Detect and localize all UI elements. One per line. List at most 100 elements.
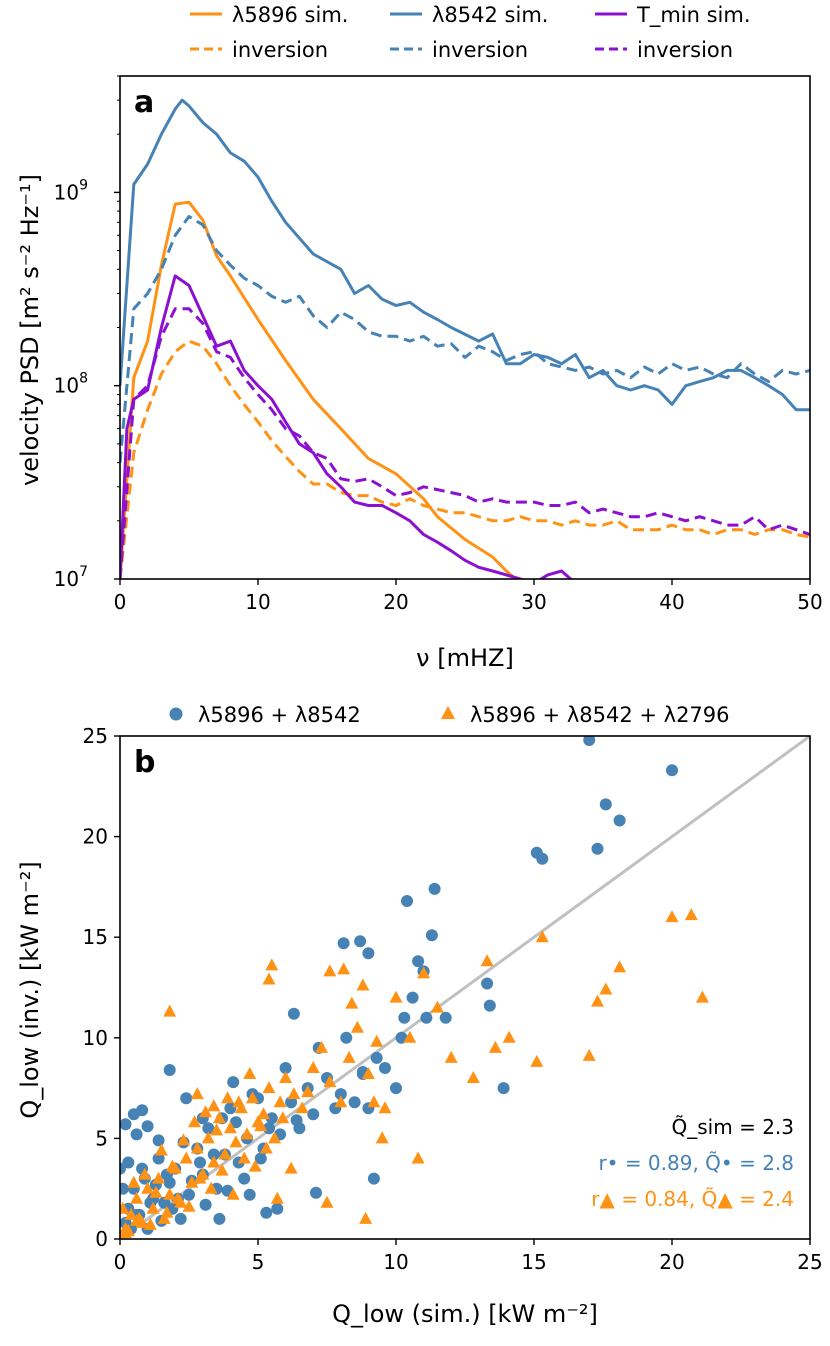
scatter-point-circle (227, 1076, 240, 1089)
legend-a-label-5: inversion (637, 38, 733, 62)
scatter-point-circle (307, 1108, 320, 1121)
scatter-point-triangle (143, 1217, 157, 1230)
x-tick-label-b-3: 15 (521, 1250, 546, 1274)
scatter-point-circle (152, 1134, 165, 1147)
scatter-point-circle (613, 814, 626, 827)
scatter-point-circle (334, 1088, 347, 1101)
scatter-point-triangle (323, 1075, 337, 1088)
series-line-a-4 (120, 274, 573, 579)
scatter-point-triangle (359, 1211, 373, 1224)
scatter-point-circle (180, 1092, 193, 1105)
scatter-point-circle (260, 1206, 273, 1219)
scatter-point-triangle (124, 1207, 138, 1220)
y-axis-label-b: Q_low (inv.) [kW m⁻²] (16, 861, 44, 1118)
scatter-point-circle (337, 937, 350, 950)
scatter-point-circle (287, 1007, 300, 1020)
legend-a-label-1: inversion (232, 38, 328, 62)
y-tick-label-b-2: 10 (83, 1026, 108, 1050)
scatter-point-triangle (301, 1085, 315, 1098)
scatter-point-triangle (243, 1067, 257, 1079)
scatter-point-triangle (240, 1127, 254, 1140)
scatter-point-circle (279, 1062, 292, 1074)
scatter-point-circle (285, 1096, 298, 1109)
scatter-point-circle (174, 1212, 187, 1225)
legend-b-label-1: λ5896 + λ8542 + λ2796 (470, 703, 730, 727)
scatter-point-triangle (323, 964, 337, 977)
x-tick-label-b-2: 10 (383, 1250, 408, 1274)
scatter-point-triangle (229, 1135, 243, 1148)
scatter-point-circle (412, 955, 425, 968)
y-tick-label-b-0: 0 (95, 1227, 108, 1251)
scatter-point-triangle (207, 1155, 221, 1168)
scatter-point-circle (348, 1096, 361, 1109)
axes-frame-b (119, 735, 811, 1240)
scatter-point-triangle (223, 1121, 237, 1134)
x-tick-label-a-3: 30 (521, 590, 546, 614)
scatter-point-triangle (177, 1133, 190, 1146)
annotation-b-2: r▲ = 0.84, Q̃▲ = 2.4 (591, 1187, 794, 1211)
scatter-point-triangle (444, 1050, 458, 1063)
scatter-point-triangle (221, 1091, 235, 1104)
scatter-point-triangle (350, 1020, 364, 1033)
scatter-point-circle (290, 1114, 303, 1127)
annotation-b-0: Q̃_sim = 2.3 (672, 1115, 794, 1139)
scatter-point-triangle (190, 1087, 204, 1100)
scatter-point-circle (122, 1156, 135, 1169)
x-tick-label-a-0: 0 (114, 590, 127, 614)
scatter-point-triangle (188, 1115, 201, 1128)
scatter-point-circle (370, 1051, 383, 1064)
scatter-point-circle (536, 852, 549, 865)
scatter-point-triangle (193, 1171, 207, 1184)
scatter-point-triangle (315, 1040, 328, 1053)
scatter-point-triangle (138, 1167, 152, 1180)
panel-label-b: b (134, 745, 155, 780)
scatter-point-triangle (356, 978, 370, 991)
scatter-point-triangle (207, 1099, 221, 1112)
scatter-point-triangle (582, 1048, 596, 1061)
scatter-point-triangle (273, 1095, 287, 1108)
x-tick-label-a-4: 40 (659, 590, 684, 614)
scatter-point-triangle (262, 1081, 276, 1094)
legend-a: λ5896 sim. inversion λ8542 sim. inversion T_… (190, 3, 751, 62)
scatter-point-triangle (334, 1095, 348, 1108)
scatter-point-triangle (665, 910, 679, 923)
scatter-point-triangle (185, 1175, 199, 1188)
scatter-point-triangle (480, 954, 494, 967)
scatter-point-triangle (248, 1159, 262, 1172)
scatter-point-triangle (212, 1111, 226, 1124)
x-tick-label-a-5: 50 (797, 590, 822, 614)
scatter-point-circle (120, 1118, 132, 1131)
panel-label-a: a (134, 85, 154, 120)
scatter-point-triangle (684, 908, 698, 921)
x-axis-label-b: Q_low (sim.) [kW m⁻²] (332, 1300, 598, 1328)
scatter-point-triangle (265, 958, 279, 971)
scatter-point-triangle (466, 1071, 480, 1083)
x-tick-label-a-2: 20 (383, 590, 408, 614)
scatter-point-triangle (345, 996, 359, 1009)
series-line-a-1 (120, 339, 810, 579)
scatter-point-triangle (146, 1201, 160, 1214)
scatter-point-circle (406, 991, 419, 1004)
scatter-point-circle (666, 764, 678, 777)
scatter-point-triangle (599, 982, 613, 995)
scatter-point-circle (213, 1212, 226, 1225)
x-tick-label-b-0: 0 (114, 1250, 127, 1274)
y-axis-label-a: velocity PSD [m² s⁻² Hz⁻¹] (16, 174, 44, 486)
scatter-point-circle (310, 1186, 322, 1199)
scatter-point-triangle (130, 1191, 144, 1204)
scatter-point-triangle (403, 1030, 417, 1043)
scatter-point-triangle (370, 1034, 384, 1047)
scatter-point-triangle (163, 1004, 177, 1017)
scatter-point-triangle (287, 1087, 301, 1100)
scatter-point-triangle (201, 1131, 215, 1144)
scatter-point-circle (390, 1082, 402, 1095)
legend-b: λ5896 + λ8542 λ5896 + λ8542 + λ2796 (169, 703, 730, 727)
series-layer-b (120, 736, 709, 1238)
series-line-a-0 (120, 200, 518, 579)
scatter-point-triangle (190, 1141, 204, 1154)
scatter-point-triangle (530, 1054, 544, 1067)
scatter-point-triangle (218, 1147, 232, 1160)
scatter-point-triangle (378, 1101, 392, 1114)
y-tick-label-b-1: 5 (95, 1126, 108, 1150)
